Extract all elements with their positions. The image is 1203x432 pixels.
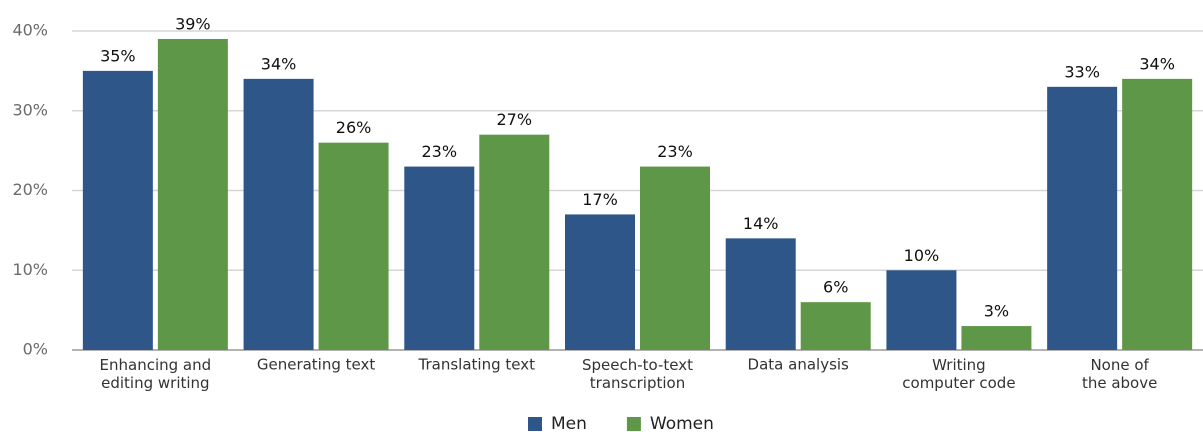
bar [243,78,314,350]
legend-swatch [528,417,542,431]
data-label: 33% [1064,62,1100,81]
data-label: 39% [175,14,211,33]
bar [479,134,550,350]
bar [318,142,389,350]
data-label: 34% [1139,54,1175,73]
y-tick-label: 30% [12,100,48,119]
x-tick-label: Enhancing and editing writing [100,356,212,392]
bar [82,70,153,350]
x-tick-label: Speech-to-text transcription [582,356,693,392]
y-tick-label: 10% [12,260,48,279]
y-tick-label: 20% [12,180,48,199]
legend-label: Men [551,414,587,432]
x-tick-label: Data analysis [748,356,850,374]
bar [404,166,475,350]
data-label: 17% [582,190,618,209]
data-label: 34% [261,54,297,73]
data-label: 23% [422,142,458,161]
bar [800,302,871,350]
bar [1122,78,1193,350]
data-label: 35% [100,46,136,65]
x-tick-label: Writing computer code [902,356,1015,392]
bar [157,38,228,350]
data-label: 6% [823,278,848,297]
bar [725,238,796,350]
data-label: 27% [497,110,533,129]
x-tick-label: None of the above [1082,356,1157,392]
bar [1047,86,1118,350]
x-tick-label: Generating text [257,356,376,374]
bar [961,326,1032,350]
bar [565,214,635,350]
y-tick-label: 40% [12,21,48,40]
data-label: 23% [657,142,693,161]
x-tick-label: Translating text [418,356,536,374]
bar [886,270,957,350]
data-label: 10% [904,246,940,265]
y-tick-label: 0% [23,340,48,359]
bar [640,166,710,350]
data-label: 26% [336,118,372,137]
legend-label: Women [650,414,714,432]
legend-swatch [626,417,641,431]
data-label: 14% [743,214,779,233]
data-label: 3% [984,302,1009,321]
